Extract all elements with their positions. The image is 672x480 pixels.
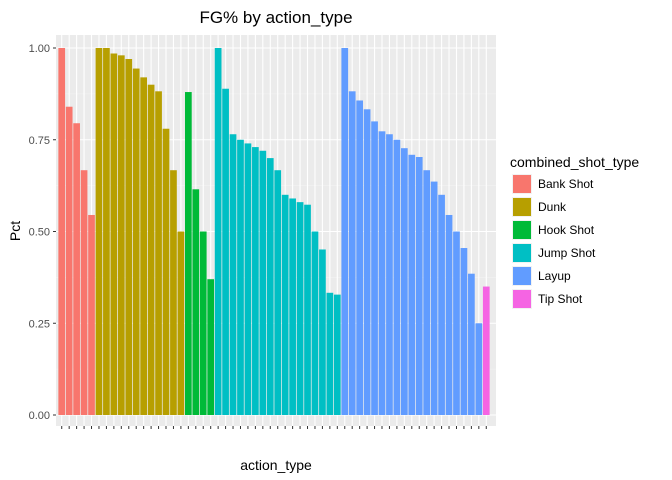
bar <box>326 292 334 415</box>
bar <box>445 214 453 415</box>
bar <box>393 139 401 415</box>
bar <box>363 109 371 415</box>
bar <box>423 170 431 415</box>
chart-title: FG% by action_type <box>199 8 352 27</box>
bar <box>110 53 118 415</box>
bar <box>371 121 378 416</box>
legend-key <box>513 290 531 308</box>
y-axis-title: Pct <box>7 221 23 241</box>
bar <box>400 148 408 416</box>
legend: combined_shot_type Bank Shot Dunk Hook Sho… <box>510 154 639 309</box>
bar <box>244 143 252 416</box>
bar <box>348 91 356 415</box>
bar <box>95 48 103 415</box>
bar <box>147 84 155 415</box>
bar <box>274 170 282 415</box>
bar <box>117 55 125 416</box>
y-tick-label: 0.25 <box>29 318 50 330</box>
bar <box>408 154 416 415</box>
bar <box>58 48 66 415</box>
legend-label: Dunk <box>538 200 567 214</box>
bar <box>453 231 460 415</box>
bar <box>125 59 133 415</box>
bar <box>281 194 289 415</box>
bar <box>304 204 311 415</box>
legend-key <box>513 175 531 193</box>
bar <box>252 147 259 415</box>
bar <box>80 170 88 415</box>
bar <box>356 100 364 415</box>
bar <box>319 249 326 415</box>
bar <box>482 286 490 415</box>
y-axis: 0.00 0.25 0.50 0.75 1.00 <box>29 43 56 422</box>
legend-label: Tip Shot <box>538 292 583 306</box>
bars <box>58 48 490 416</box>
legend-key <box>513 221 531 239</box>
bar <box>132 68 140 415</box>
bar <box>229 134 237 415</box>
bar <box>155 91 162 415</box>
y-tick-label: 0.00 <box>29 410 50 422</box>
legend-label: Jump Shot <box>538 246 596 260</box>
bar <box>88 214 95 415</box>
legend-key <box>513 198 531 216</box>
bar <box>140 77 148 416</box>
bar <box>430 181 438 415</box>
bar <box>65 106 73 415</box>
bar <box>162 128 170 416</box>
bar <box>378 131 386 415</box>
y-tick-label: 0.75 <box>29 135 50 147</box>
bar <box>237 139 244 415</box>
bar <box>415 156 423 415</box>
bar <box>207 279 215 415</box>
y-tick-label: 1.00 <box>29 43 50 55</box>
bar <box>311 231 319 415</box>
bar <box>468 273 475 415</box>
legend-label: Layup <box>538 269 571 283</box>
bar <box>296 202 304 415</box>
bar <box>333 294 341 415</box>
bar <box>73 123 80 416</box>
x-axis <box>61 426 487 429</box>
bar <box>341 48 349 415</box>
bar <box>222 88 229 415</box>
bar <box>170 170 177 415</box>
bar <box>259 150 267 415</box>
bar <box>192 189 200 415</box>
bar <box>214 48 222 415</box>
bar <box>289 198 296 415</box>
legend-key <box>513 267 531 285</box>
legend-title: combined_shot_type <box>510 154 639 170</box>
bar <box>386 134 393 415</box>
bar <box>184 92 192 415</box>
bar <box>460 248 468 415</box>
bar <box>199 231 207 415</box>
bar <box>177 231 185 415</box>
legend-label: Bank Shot <box>538 177 594 191</box>
x-axis-title: action_type <box>240 457 312 473</box>
legend-key <box>513 244 531 262</box>
bar <box>475 323 483 415</box>
y-tick-label: 0.50 <box>29 227 50 239</box>
bar <box>438 194 445 415</box>
legend-label: Hook Shot <box>538 223 595 237</box>
bar <box>103 48 110 415</box>
bar <box>266 158 274 415</box>
